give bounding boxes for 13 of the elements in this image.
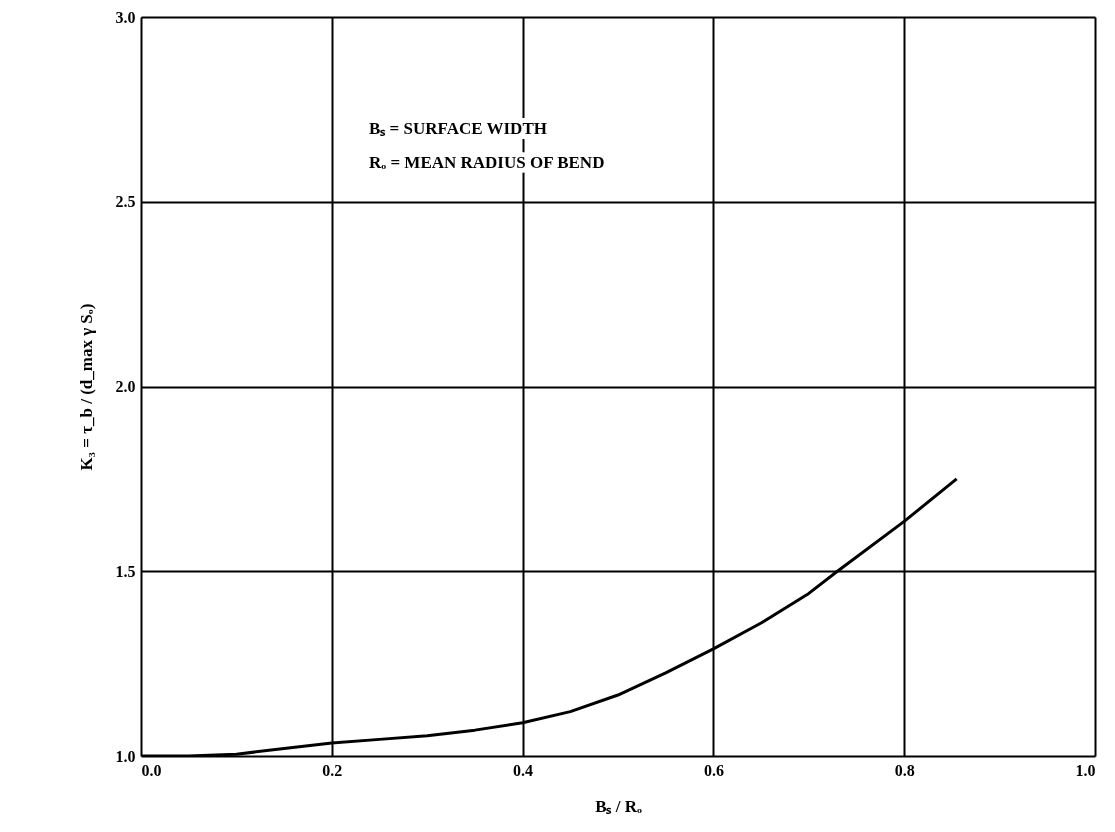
y-tick-label: 1.0 bbox=[115, 747, 136, 765]
y-tick-label: 3.0 bbox=[115, 8, 136, 26]
x-axis-title: Bₛ / Rₒ bbox=[595, 796, 642, 816]
x-tick-label: 0.0 bbox=[141, 761, 162, 779]
x-tick-label: 0.4 bbox=[513, 761, 534, 779]
y-tick-label: 2.5 bbox=[115, 193, 136, 211]
x-tick-label: 1.0 bbox=[1075, 761, 1096, 779]
x-tick-label: 0.8 bbox=[894, 761, 915, 779]
y-tick-label: 1.5 bbox=[115, 562, 136, 580]
x-tick-label: 0.6 bbox=[703, 761, 724, 779]
x-tick-label: 0.2 bbox=[322, 761, 343, 779]
y-axis-title: K₃ = τ_b / (d_max γ Sₒ) bbox=[76, 303, 96, 471]
y-tick-label: 2.0 bbox=[115, 378, 136, 395]
